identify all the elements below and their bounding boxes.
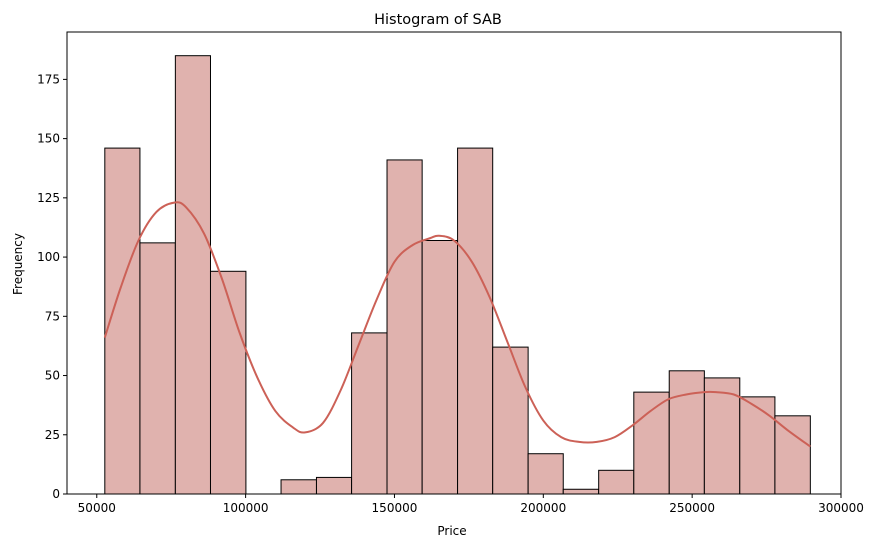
y-axis: 0 25 50 75 100 125 150 175 bbox=[37, 72, 67, 501]
y-tick-label: 125 bbox=[37, 191, 60, 205]
histogram-bar-11 bbox=[492, 346, 529, 495]
x-axis-title: Price bbox=[437, 524, 466, 538]
x-tick-label: 150000 bbox=[372, 501, 418, 515]
histogram-bar-18 bbox=[739, 396, 776, 495]
histogram-bar-17 bbox=[703, 377, 741, 495]
histogram-bar-10 bbox=[457, 147, 494, 495]
x-tick-label: 100000 bbox=[223, 501, 269, 515]
histogram-bar-8 bbox=[386, 159, 423, 495]
y-tick-label: 175 bbox=[37, 72, 60, 86]
kde-line bbox=[103, 201, 811, 448]
x-axis: 50000 100000 150000 200000 250000 300000 bbox=[78, 494, 864, 515]
x-tick-label: 250000 bbox=[669, 501, 715, 515]
y-tick-label: 50 bbox=[45, 369, 60, 383]
histogram-bar-5 bbox=[280, 479, 317, 495]
histogram-bar-6 bbox=[315, 476, 353, 495]
histogram-bar-3 bbox=[209, 270, 247, 495]
histogram-bar-19 bbox=[774, 415, 811, 495]
histogram-bar-9 bbox=[421, 239, 459, 495]
histogram-bar-7 bbox=[351, 332, 388, 495]
histogram-bars bbox=[104, 55, 811, 495]
x-tick-label: 200000 bbox=[520, 501, 566, 515]
y-tick-label: 150 bbox=[37, 132, 60, 146]
y-tick-label: 75 bbox=[45, 309, 60, 323]
histogram-bar-2 bbox=[174, 55, 211, 495]
x-tick-label: 300000 bbox=[818, 501, 864, 515]
histogram-bar-14 bbox=[598, 469, 635, 495]
y-tick-label: 0 bbox=[52, 487, 60, 501]
histogram-bar-13 bbox=[562, 488, 600, 495]
histogram-bar-1 bbox=[139, 242, 176, 495]
histogram-bar-16 bbox=[668, 370, 705, 495]
histogram-bar-12 bbox=[527, 453, 564, 495]
x-tick-label: 50000 bbox=[78, 501, 116, 515]
plot-frame bbox=[66, 31, 842, 495]
y-tick-label: 100 bbox=[37, 250, 60, 264]
y-axis-title: Frequency bbox=[11, 233, 25, 295]
histogram-bar-15 bbox=[633, 391, 670, 495]
y-tick-label: 25 bbox=[45, 428, 60, 442]
chart-title: Histogram of SAB bbox=[374, 12, 502, 28]
